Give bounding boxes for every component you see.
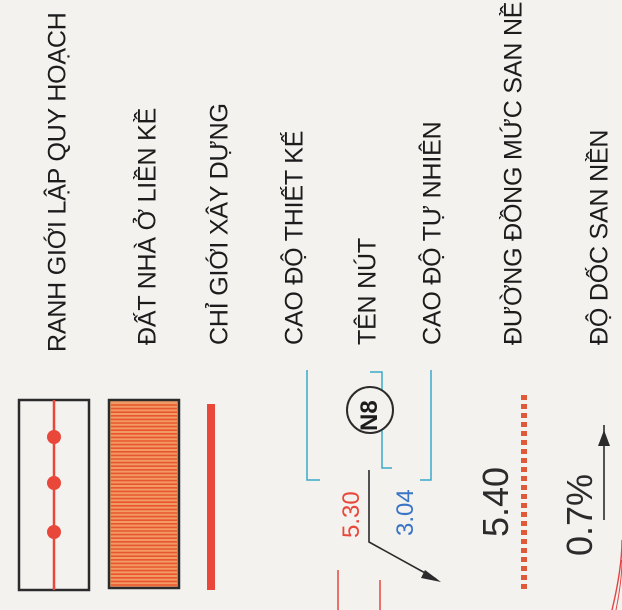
residential-land-symbol (107, 398, 181, 590)
elevation-node-symbol (306, 370, 441, 610)
legend-label-building-line: CHỈ GIỚI XÂY DỰNG (205, 103, 234, 345)
legend-label-contour-line: ĐƯỜNG ĐỒNG MỨC SAN NỀN (499, 0, 528, 345)
node-name-text: N8 (356, 400, 383, 431)
design-elevation-value: 5.30 (338, 491, 365, 538)
node-circle (346, 386, 394, 434)
contour-value: 5.40 (475, 466, 516, 537)
legend-label-planning-boundary: RANH GIỚI LẬP QUY HOẠCH (43, 12, 72, 352)
building-line-symbol (207, 404, 215, 590)
legend-label-design-elevation: CAO ĐỘ THIẾT KẾ (280, 130, 309, 345)
red-sketch-fragment (611, 539, 622, 610)
slope-value: 0.7% (559, 473, 600, 556)
legend-label-natural-elevation: CAO ĐỘ TỰ NHIÊN (418, 121, 447, 345)
planning-boundary-symbol (17, 398, 91, 592)
slope-arrow-symbol (598, 425, 610, 520)
legend-label-slope: ĐỘ DỐC SAN NỀN (585, 129, 614, 345)
legend-label-residential-land: ĐẤT NHÀ Ở LIỀN KỀ (133, 107, 162, 345)
natural-elevation-value: 3.04 (392, 489, 419, 536)
legend-label-node-name: TÊN NÚT (353, 238, 382, 345)
